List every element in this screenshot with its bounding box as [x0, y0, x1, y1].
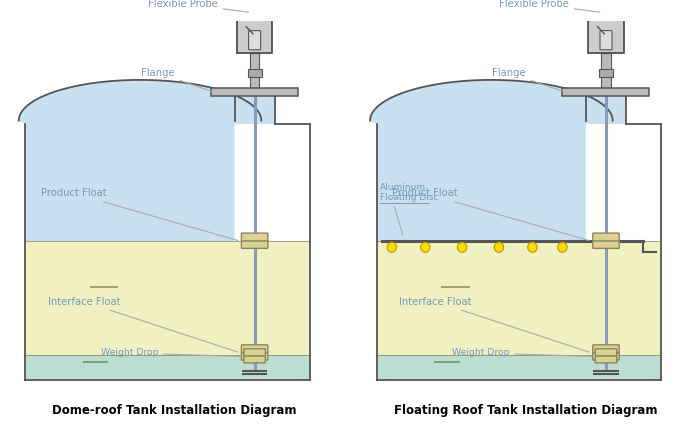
Polygon shape [370, 80, 662, 241]
Text: Flexible Probe: Flexible Probe [148, 0, 248, 12]
FancyBboxPatch shape [593, 233, 620, 241]
FancyBboxPatch shape [593, 345, 620, 353]
Text: Floating Disc: Floating Disc [380, 193, 439, 202]
Text: Flexible Probe: Flexible Probe [499, 0, 600, 12]
FancyBboxPatch shape [244, 349, 265, 356]
FancyBboxPatch shape [211, 89, 298, 96]
FancyBboxPatch shape [241, 241, 268, 248]
FancyBboxPatch shape [244, 356, 265, 363]
Polygon shape [377, 355, 662, 380]
FancyBboxPatch shape [241, 345, 268, 353]
Text: Flange: Flange [492, 68, 564, 92]
Text: Product Float: Product Float [393, 188, 589, 241]
Polygon shape [377, 241, 662, 355]
Text: Weight Drop: Weight Drop [101, 348, 240, 357]
FancyBboxPatch shape [237, 16, 272, 54]
Text: Floating Roof Tank Installation Diagram: Floating Roof Tank Installation Diagram [394, 404, 657, 417]
Circle shape [457, 242, 467, 252]
FancyBboxPatch shape [241, 352, 268, 360]
Text: Flange: Flange [141, 68, 212, 92]
Text: Interface Float: Interface Float [399, 297, 589, 352]
FancyBboxPatch shape [593, 241, 620, 248]
Circle shape [387, 242, 396, 252]
FancyBboxPatch shape [599, 69, 613, 77]
Polygon shape [234, 92, 274, 124]
FancyBboxPatch shape [248, 31, 260, 50]
FancyBboxPatch shape [601, 54, 610, 89]
Polygon shape [19, 80, 310, 241]
FancyBboxPatch shape [593, 352, 620, 360]
Circle shape [421, 242, 430, 252]
Circle shape [494, 242, 503, 252]
FancyBboxPatch shape [563, 89, 650, 96]
Polygon shape [586, 92, 626, 124]
Text: Weight Drop: Weight Drop [452, 348, 592, 357]
FancyBboxPatch shape [589, 16, 624, 54]
FancyBboxPatch shape [250, 54, 259, 89]
FancyBboxPatch shape [595, 356, 617, 363]
Text: Product Float: Product Float [41, 188, 238, 241]
Text: Aluminum: Aluminum [380, 183, 426, 192]
Text: Dome-roof Tank Installation Diagram: Dome-roof Tank Installation Diagram [52, 404, 297, 417]
Polygon shape [25, 355, 310, 380]
Circle shape [528, 242, 537, 252]
FancyBboxPatch shape [600, 31, 612, 50]
FancyBboxPatch shape [595, 349, 617, 356]
Text: Interface Float: Interface Float [48, 297, 238, 352]
FancyBboxPatch shape [241, 233, 268, 241]
Polygon shape [25, 241, 310, 355]
FancyBboxPatch shape [248, 69, 262, 77]
Circle shape [558, 242, 567, 252]
